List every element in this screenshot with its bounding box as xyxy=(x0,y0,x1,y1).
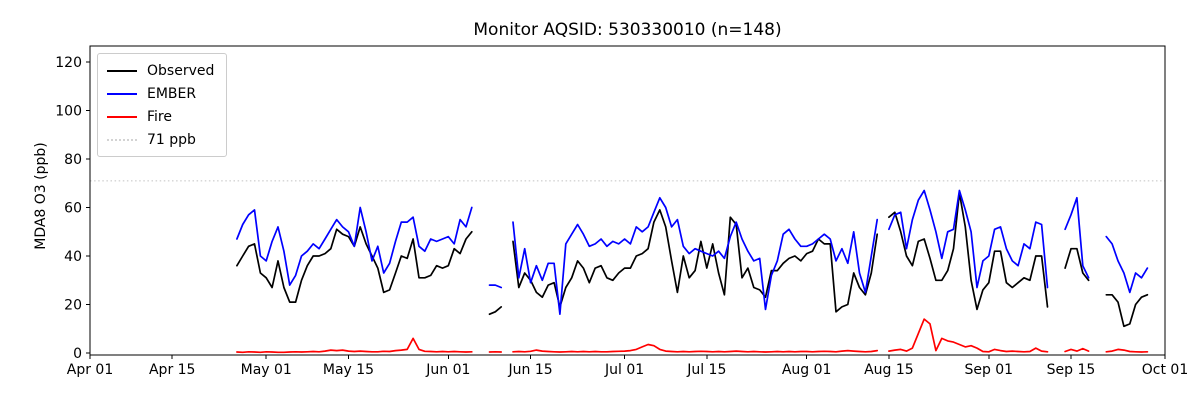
y-tick-label: 120 xyxy=(55,55,82,71)
legend-item-ember: EMBER xyxy=(107,82,214,105)
legend-item-threshold: 71 ppb xyxy=(107,128,214,151)
series-line-fire xyxy=(236,318,1149,354)
fire-line-swatch xyxy=(107,115,137,118)
legend-label-observed: Observed xyxy=(147,62,215,79)
x-tick-label: May 15 xyxy=(323,362,374,378)
legend: Observed EMBER Fire 71 ppb xyxy=(97,53,228,157)
observed-line-swatch xyxy=(107,69,137,72)
x-tick-label: Sep 01 xyxy=(964,362,1013,378)
x-tick-label: Jun 01 xyxy=(425,362,470,378)
threshold-line-swatch xyxy=(107,138,137,141)
x-tick-label: Apr 15 xyxy=(149,362,195,378)
y-tick-label: 40 xyxy=(64,249,82,265)
legend-item-observed: Observed xyxy=(107,59,214,82)
x-tick-label: Apr 01 xyxy=(67,362,113,378)
plot-border xyxy=(89,45,1166,356)
ember-line-swatch xyxy=(107,92,137,95)
y-tick-label: 100 xyxy=(55,104,82,120)
x-tick-label: Oct 01 xyxy=(1142,362,1188,378)
y-tick-label: 20 xyxy=(64,298,82,314)
y-tick-label: 0 xyxy=(73,346,82,362)
x-tick-label: Aug 15 xyxy=(864,362,914,378)
legend-item-fire: Fire xyxy=(107,105,214,128)
x-tick-label: Aug 01 xyxy=(782,362,832,378)
y-tick-label: 60 xyxy=(64,201,82,217)
legend-label-ember: EMBER xyxy=(147,85,197,102)
legend-label-threshold: 71 ppb xyxy=(147,131,196,148)
x-tick-label: Jul 15 xyxy=(686,362,726,378)
legend-label-fire: Fire xyxy=(147,108,172,125)
y-tick-label: 80 xyxy=(64,152,82,168)
chart-title: Monitor AQSID: 530330010 (n=148) xyxy=(473,20,782,40)
x-tick-label: May 01 xyxy=(241,362,292,378)
x-tick-label: Sep 15 xyxy=(1047,362,1096,378)
x-tick-label: Jun 15 xyxy=(508,362,553,378)
x-tick-label: Jul 01 xyxy=(604,362,644,378)
series-line-ember xyxy=(236,189,1149,316)
